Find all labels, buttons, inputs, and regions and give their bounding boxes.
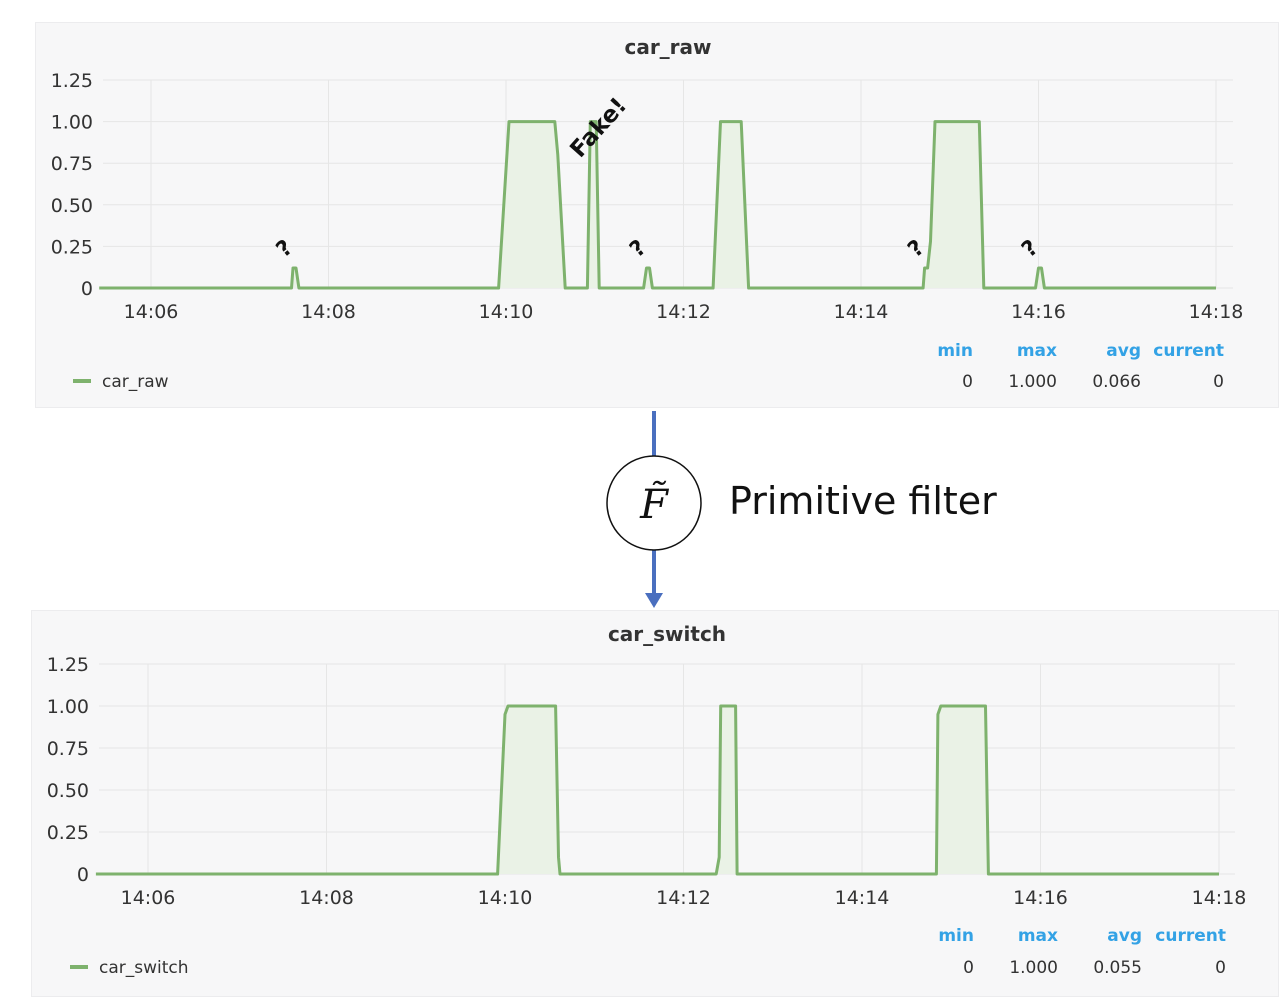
y-tick-label: 0 [77,864,89,886]
chart-title: car_raw [624,35,711,59]
y-tick-label: 0.75 [51,153,93,175]
arrow-head [645,593,663,608]
x-tick-label: 14:08 [301,301,356,323]
series-line-car-raw [99,120,1216,290]
x-tick-label: 14:06 [121,887,176,909]
stat-value-max: 1.000 [1009,958,1058,978]
x-tick-label: 14:10 [479,301,534,323]
stat-header-max: max [1017,341,1057,361]
stat-header-min: min [938,926,974,946]
x-tick-label: 14:14 [834,301,889,323]
stat-value-current: 0 [1215,958,1226,978]
stat-header-current: current [1155,926,1226,946]
y-tick-label: 1.25 [51,70,93,92]
x-tick-label: 14:08 [299,887,354,909]
y-tick-label: 1.00 [51,112,93,134]
stat-value-current: 0 [1213,372,1224,392]
y-tick-label: 0.50 [47,780,89,802]
x-tick-label: 14:18 [1189,301,1244,323]
stat-value-min: 0 [963,958,974,978]
y-tick-label: 1.00 [47,696,89,718]
series-area-car-raw [99,121,1217,288]
legend-label: car_raw [102,372,169,392]
filter-symbol: F̃ [639,481,669,528]
x-tick-label: 14:16 [1011,301,1066,323]
stat-header-max: max [1018,926,1058,946]
y-tick-label: 0.25 [47,822,89,844]
x-tick-label: 14:18 [1192,887,1247,909]
stat-value-max: 1.000 [1008,372,1057,392]
x-tick-label: 14:14 [835,887,890,909]
stat-header-avg: avg [1106,341,1141,361]
filter-circle [606,455,702,551]
y-tick-label: 0.75 [47,738,89,760]
x-tick-label: 14:12 [656,887,711,909]
stat-header-current: current [1153,341,1224,361]
chart-panel-car-raw [35,22,1279,408]
chart-panel-car-switch [31,610,1279,997]
stat-header-avg: avg [1107,926,1142,946]
x-tick-label: 14:12 [656,301,711,323]
x-tick-label: 14:06 [124,301,179,323]
stat-header-min: min [937,341,973,361]
x-tick-label: 14:10 [478,887,533,909]
y-tick-label: 0.50 [51,195,93,217]
legend-label: car_switch [99,958,189,978]
stat-value-avg: 0.066 [1092,372,1141,392]
series-line-car-switch [95,704,1219,876]
x-tick-label: 14:16 [1013,887,1068,909]
y-tick-label: 0.25 [51,236,93,258]
y-tick-label: 0 [81,278,93,300]
stat-value-min: 0 [962,372,973,392]
filter-label: Primitive filter [729,479,997,523]
stat-value-avg: 0.055 [1093,958,1142,978]
y-tick-label: 1.25 [47,654,89,676]
chart-title: car_switch [608,622,726,646]
